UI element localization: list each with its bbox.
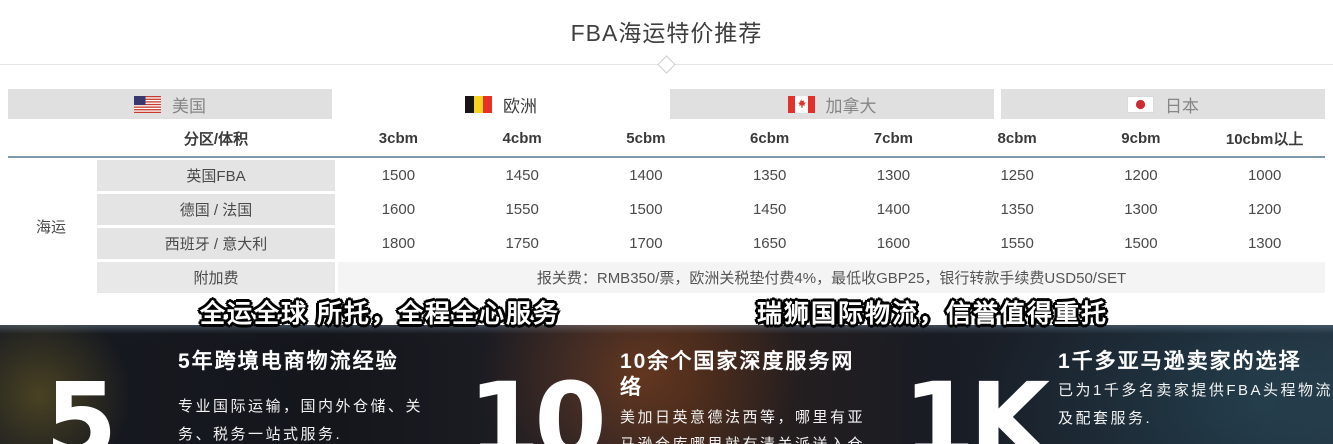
price-cell: 1000 — [1204, 160, 1325, 191]
surcharge-note: 报关费：RMB350/票，欧洲关税垫付费4%，最低收GBP25，银行转款手续费U… — [338, 262, 1325, 293]
column-header: 10cbm以上 — [1225, 131, 1304, 148]
price-table: 分区/体积 3cbm 4cbm 5cbm 6cbm 7cbm 8cbm 9cbm 10cbm以上… — [8, 123, 1325, 293]
stat-heading: 10余个国家深度服务网络 — [620, 350, 855, 400]
tab-label: 日本 — [1165, 96, 1199, 116]
section-divider — [0, 55, 1333, 74]
country-tabs: 美国 欧洲 加拿大 日本 — [8, 89, 1325, 119]
tab-label: 加拿大 — [825, 96, 877, 116]
column-header: 3cbm — [378, 130, 418, 147]
price-cell: 1500 — [1080, 228, 1202, 259]
stat-description: 美加日英意德法西等，哪里有亚马逊仓库哪里就有清关派送入仓服务. — [620, 408, 866, 444]
us-flag-icon — [134, 95, 161, 113]
price-cell: 1450 — [709, 194, 830, 225]
price-cell: 1650 — [709, 228, 830, 259]
stat-text: 5年跨境电商物流经验专业国际运输，国内外仓储、关务、税务一站式服务. — [178, 349, 468, 444]
slogan-left: 全运全球 所托，全程全心服务 — [200, 300, 560, 328]
japan-flag-icon — [1127, 95, 1154, 113]
belgium-flag-icon — [465, 95, 492, 113]
header-accent-line — [8, 156, 1325, 158]
stat-text: 1千多亚马逊卖家的选择已为1千多名卖家提供FBA头程物流及配套服务. — [1058, 349, 1333, 433]
price-cell: 1300 — [1204, 228, 1325, 259]
column-header: 8cbm — [997, 130, 1037, 147]
price-cell: 1750 — [461, 228, 583, 259]
side-label-sea-freight: 海运 — [8, 160, 94, 293]
stat-description: 已为1千多名卖家提供FBA头程物流及配套服务. — [1058, 382, 1333, 427]
tab-canada[interactable]: 加拿大 — [670, 89, 994, 119]
table-body: 海运 英国FBA 1500 1450 1400 1350 1300 1250 1200 1000 德… — [8, 160, 1325, 293]
column-header: 5cbm — [626, 130, 666, 147]
price-cell: 1500 — [338, 160, 459, 191]
diamond-icon — [656, 55, 676, 74]
stat-text: 10余个国家深度服务网络美加日英意德法西等，哪里有亚马逊仓库哪里就有清关派送入仓… — [620, 349, 870, 444]
price-cell: 1550 — [461, 194, 583, 225]
price-cell: 1300 — [1080, 194, 1202, 225]
table-header-row: 分区/体积 3cbm 4cbm 5cbm 6cbm 7cbm 8cbm 9cbm 10cbm以上 — [8, 123, 1325, 154]
price-cell: 1450 — [461, 160, 583, 191]
column-header: 6cbm — [750, 130, 790, 147]
stat-description: 专业国际运输，国内外仓储、关务、税务一站式服务. — [178, 398, 424, 443]
price-cell: 1200 — [1080, 160, 1202, 191]
stats-photo-banner: 5 5年跨境电商物流经验 专业国际运输，国内外仓储、关务、税务一站式服务. 10 10余… — [0, 325, 1333, 444]
tab-label: 美国 — [172, 96, 206, 116]
zone-label: 英国FBA — [97, 160, 335, 191]
price-cell: 1800 — [338, 228, 459, 259]
tab-europe[interactable]: 欧洲 — [339, 89, 663, 119]
tab-label: 欧洲 — [503, 96, 537, 116]
tab-japan[interactable]: 日本 — [1001, 89, 1325, 119]
canada-flag-icon — [787, 95, 815, 113]
column-header-zone: 分区/体积 — [183, 131, 249, 148]
zone-label: 西班牙 / 意大利 — [97, 228, 335, 259]
price-cell: 1550 — [956, 228, 1078, 259]
price-cell: 1300 — [833, 160, 954, 191]
price-cell: 1400 — [585, 160, 707, 191]
column-header: 7cbm — [873, 130, 913, 147]
price-cell: 1600 — [833, 228, 954, 259]
tab-usa[interactable]: 美国 — [8, 89, 332, 119]
price-cell: 1500 — [585, 194, 707, 225]
stat-heading: 1千多亚马逊卖家的选择 — [1058, 350, 1302, 373]
price-cell: 1700 — [585, 228, 707, 259]
column-header: 4cbm — [502, 130, 542, 147]
price-cell: 1200 — [1204, 194, 1325, 225]
price-cell: 1350 — [709, 160, 830, 191]
column-header: 9cbm — [1121, 130, 1161, 147]
slogan-band: 全运全球 所托，全程全心服务 瑞狮国际物流，信誉值得重托 — [0, 293, 1333, 328]
stat-number: 10 — [468, 360, 607, 444]
price-cell: 1250 — [956, 160, 1078, 191]
zone-label: 德国 / 法国 — [97, 194, 335, 225]
stat-heading: 5年跨境电商物流经验 — [178, 350, 399, 373]
header-spacer — [8, 123, 94, 154]
stat-number: 1K — [903, 360, 1050, 444]
surcharge-label: 附加费 — [97, 262, 335, 293]
price-cell: 1400 — [833, 194, 954, 225]
slogan-right: 瑞狮国际物流，信誉值得重托 — [757, 300, 1109, 328]
page-title: FBA海运特价推荐 — [570, 20, 763, 46]
price-cell: 1600 — [338, 194, 459, 225]
stat-number: 5 — [45, 360, 117, 444]
price-cell: 1350 — [956, 194, 1078, 225]
